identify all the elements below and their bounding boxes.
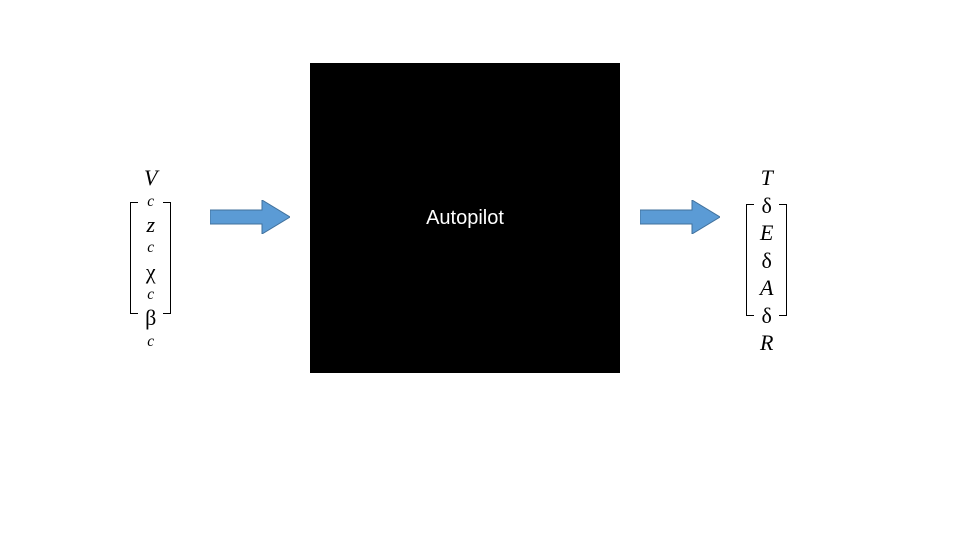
bracket-left [130,202,138,314]
autopilot-block: Autopilot [310,63,620,373]
arrow-left [210,200,290,234]
input-vector-items: Vczcχcβc [138,160,163,355]
output-item-2: δA [760,247,773,302]
output-vector: TδEδAδR [746,160,787,361]
input-item-2: χc [146,258,156,305]
bracket-right-out [779,204,787,316]
arrow-right [640,200,720,234]
output-item-1: δE [760,192,773,247]
input-item-3: βc [145,304,156,351]
output-item-3: δR [760,302,773,357]
input-vector: Vczcχcβc [130,160,171,355]
arrow-right-shape [640,200,720,234]
output-vector-items: TδEδAδR [754,160,779,361]
input-item-1: zc [146,211,155,258]
input-item-0: Vc [144,164,157,211]
block-label: Autopilot [426,207,504,230]
output-item-0: T [761,164,773,192]
bracket-left-out [746,204,754,316]
arrow-left-shape [210,200,290,234]
bracket-right [163,202,171,314]
